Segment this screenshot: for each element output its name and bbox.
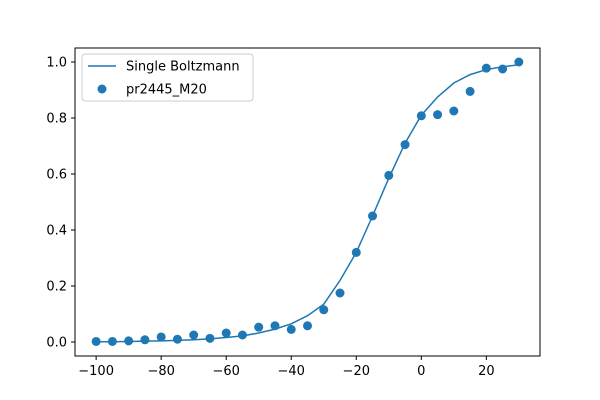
data-point (481, 63, 491, 73)
legend: Single Boltzmann pr2445_M20 (81, 53, 254, 102)
data-point (416, 111, 426, 121)
x-tick-label: −40 (278, 364, 305, 379)
data-point (514, 57, 524, 67)
data-point (286, 324, 296, 334)
data-point (221, 328, 231, 338)
data-point (124, 336, 134, 346)
legend-box (81, 53, 254, 102)
data-point (498, 64, 508, 74)
data-point (189, 330, 199, 340)
x-tick-label: 0 (417, 364, 425, 379)
y-tick-label: 0.6 (46, 168, 67, 183)
data-point (205, 333, 215, 343)
data-point (465, 86, 475, 96)
data-point (254, 322, 264, 332)
data-point (140, 335, 150, 345)
data-point (270, 321, 280, 331)
data-point (433, 110, 443, 120)
legend-marker-swatch (97, 84, 107, 94)
x-tick-label: −60 (212, 364, 239, 379)
data-point (335, 288, 345, 298)
x-tick-label: −100 (78, 364, 114, 379)
data-point (368, 211, 378, 221)
data-point (156, 332, 166, 342)
data-point (384, 170, 394, 180)
data-point (319, 305, 329, 315)
x-tick-label: 20 (478, 364, 495, 379)
y-tick-label: 1.0 (46, 56, 67, 71)
plot-area (91, 57, 524, 346)
y-tick-label: 0.8 (46, 112, 67, 127)
data-point (91, 336, 101, 346)
data-point (351, 247, 361, 257)
y-tick-label: 0.4 (46, 224, 67, 239)
axes: −100 −80 −60 −40 −20 0 20 0.0 0.2 0.4 0.6 0.8 1.0 (46, 47, 541, 379)
x-tick-label: −80 (147, 364, 174, 379)
data-point (107, 336, 117, 346)
y-tick-label: 0.0 (46, 336, 67, 351)
series-line-single-boltzmann (96, 64, 519, 343)
legend-label-pr2445-m20: pr2445_M20 (126, 83, 207, 98)
data-point (172, 334, 182, 344)
legend-label-single-boltzmann: Single Boltzmann (126, 60, 240, 75)
data-point (400, 140, 410, 150)
y-tick-label: 0.2 (46, 280, 67, 295)
data-point (237, 330, 247, 340)
x-tick-label: −20 (343, 364, 370, 379)
data-point (449, 106, 459, 116)
data-point (303, 321, 312, 331)
axes-frame (74, 47, 541, 357)
